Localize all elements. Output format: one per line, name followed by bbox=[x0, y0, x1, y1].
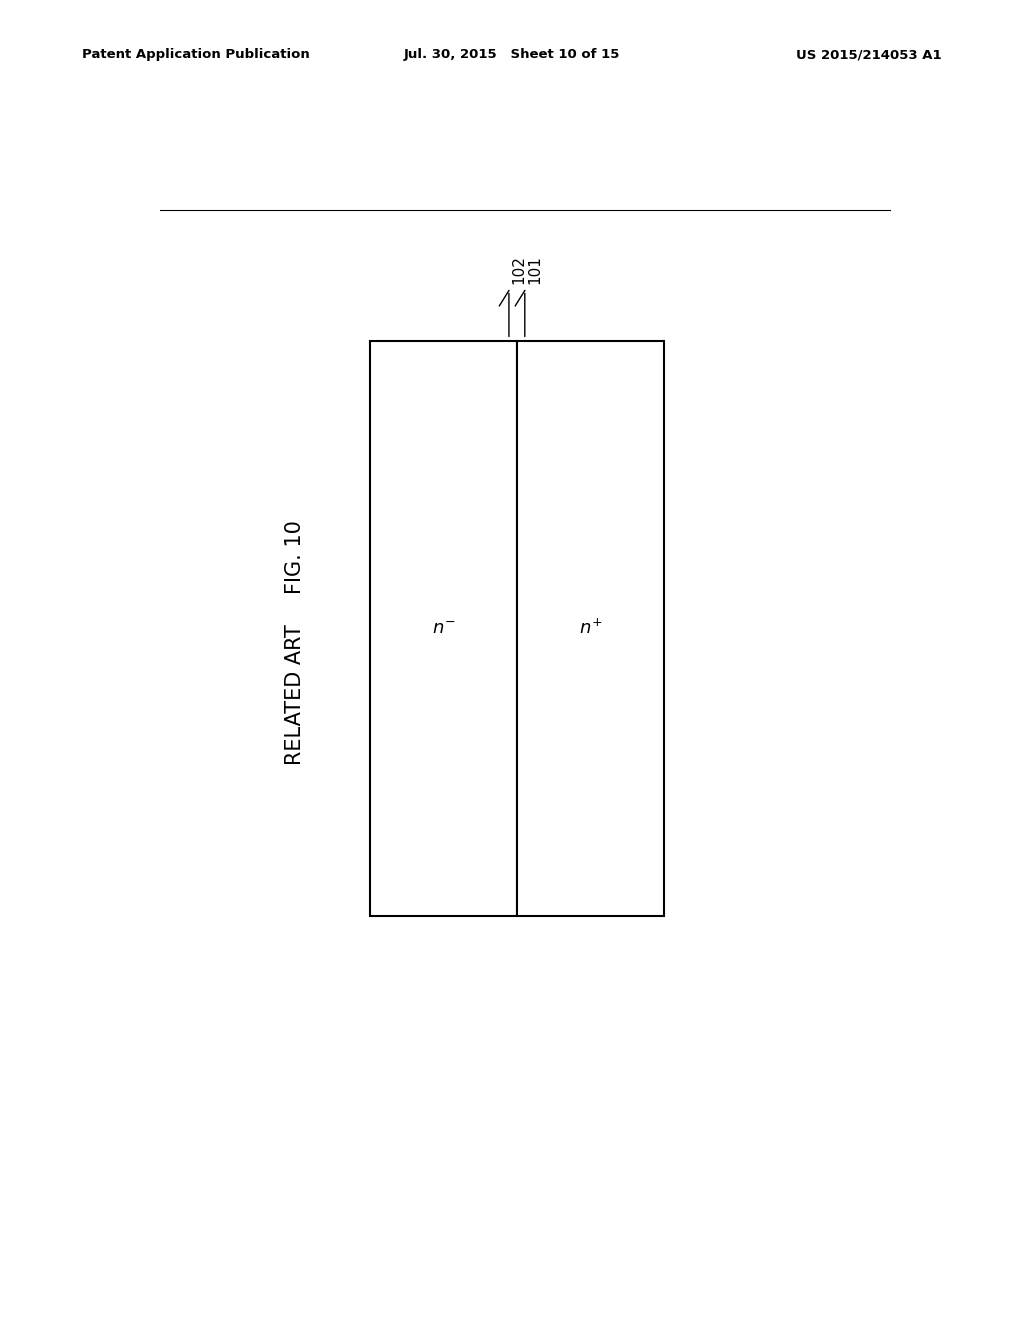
Text: RELATED ART: RELATED ART bbox=[285, 624, 305, 766]
Text: Jul. 30, 2015   Sheet 10 of 15: Jul. 30, 2015 Sheet 10 of 15 bbox=[403, 49, 621, 61]
Text: 102: 102 bbox=[511, 255, 526, 284]
Text: $n^{-}$: $n^{-}$ bbox=[432, 619, 456, 638]
Text: FIG. 10: FIG. 10 bbox=[285, 520, 305, 594]
Text: Patent Application Publication: Patent Application Publication bbox=[82, 49, 309, 61]
Bar bbox=[370, 342, 517, 916]
Text: 101: 101 bbox=[526, 255, 542, 284]
Bar bbox=[517, 342, 664, 916]
Text: US 2015/214053 A1: US 2015/214053 A1 bbox=[797, 49, 942, 61]
Text: $n^{+}$: $n^{+}$ bbox=[579, 619, 602, 638]
